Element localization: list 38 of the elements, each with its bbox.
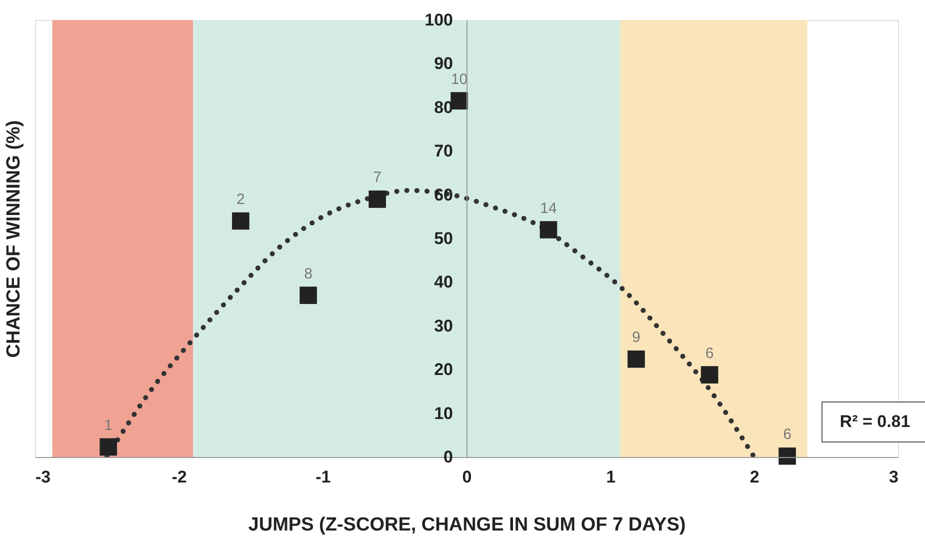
- point: [628, 350, 645, 368]
- y-tick-label: 100: [424, 10, 453, 30]
- x-tick-label: -1: [316, 468, 331, 486]
- point: [450, 92, 468, 110]
- y-tick-label: 30: [434, 316, 453, 336]
- point: [700, 366, 718, 384]
- annotation: 9: [632, 329, 640, 346]
- point: [300, 286, 317, 304]
- y-tick-label: 70: [434, 142, 453, 161]
- annotation: 6: [783, 426, 792, 444]
- annotation: 8: [304, 265, 312, 282]
- y-tick-label: 50: [434, 229, 453, 248]
- x-axis-title: JUMPS (Z-SCORE, CHANGE IN SUM OF 7 DAYS): [248, 514, 686, 536]
- annotation: 7: [373, 169, 382, 186]
- x-tick-label: 0: [462, 468, 472, 486]
- annotation: 2: [236, 191, 245, 208]
- annotation: 14: [540, 200, 557, 217]
- y-tick-label: 20: [434, 360, 453, 380]
- point: [232, 212, 250, 230]
- annotation: 1: [104, 416, 113, 434]
- x-tick-label: 3: [889, 468, 898, 486]
- annotation: R² = 0.81: [840, 412, 910, 431]
- x-tick-label: 1: [606, 468, 616, 486]
- x-tick-label: -2: [172, 468, 187, 486]
- y-axis-title: CHANCE OF WINNING (%): [4, 120, 24, 358]
- annotation: 10: [450, 70, 468, 88]
- x-tick-label: -3: [36, 468, 51, 486]
- point: [540, 221, 558, 238]
- y-tick-label: 90: [434, 54, 453, 74]
- y-tick-label: 40: [434, 272, 453, 292]
- y-tick-label: 60: [434, 185, 453, 204]
- annotation: 6: [705, 344, 714, 362]
- point: [368, 190, 386, 208]
- point: [100, 438, 118, 456]
- x-tick-label: 2: [750, 468, 760, 486]
- y-tick-label: 10: [434, 404, 453, 423]
- point: [778, 447, 796, 465]
- y-tick-label: 0: [444, 448, 453, 466]
